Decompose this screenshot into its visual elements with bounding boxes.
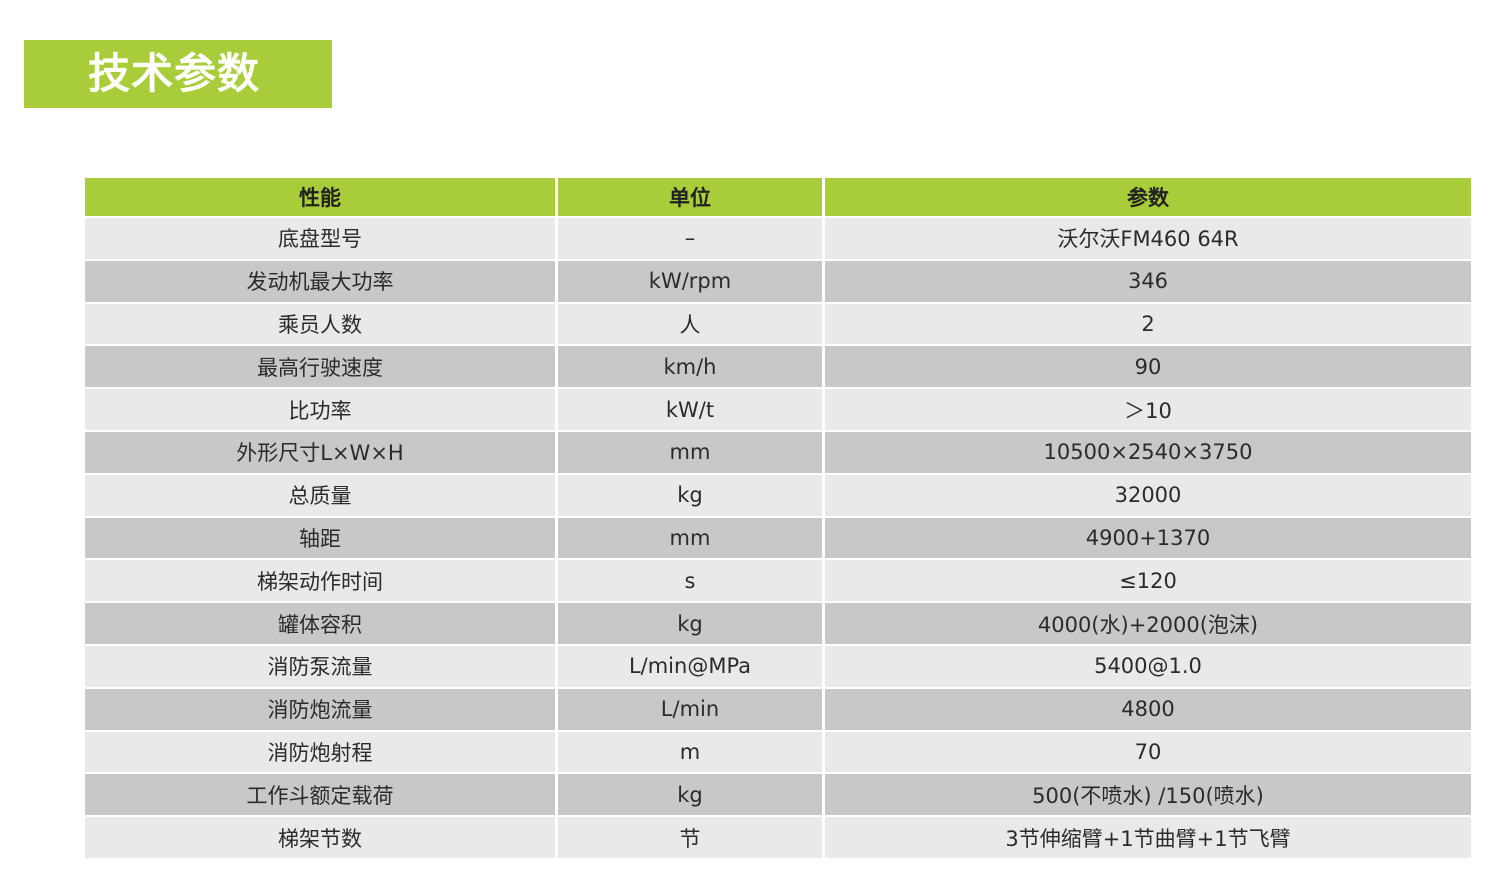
table-row: 总质量 kg 32000 xyxy=(85,474,1471,518)
table-row: 消防炮流量 L/min 4800 xyxy=(85,688,1471,732)
parameter-cell: 10500×2540×3750 xyxy=(825,431,1471,475)
table-row: 工作斗额定载荷 kg 500(不喷水) /150(喷水) xyxy=(85,774,1471,818)
table-row: 罐体容积 kg 4000(水)+2000(泡沫) xyxy=(85,603,1471,646)
performance-cell: 消防炮射程 xyxy=(85,731,555,775)
table-row: 梯架节数节 3节伸缩臂+1节曲臂+1节飞臂 xyxy=(85,817,1471,860)
unit-cell: s xyxy=(558,560,822,604)
parameter-cell: 沃尔沃FM460 64R xyxy=(825,218,1471,261)
table-row: 底盘型号 – 沃尔沃FM460 64R xyxy=(85,218,1471,261)
parameter-cell: ≤120 xyxy=(825,560,1471,604)
unit-cell: L/min xyxy=(558,688,822,732)
parameter-cell: 90 xyxy=(825,346,1471,390)
table-row: 发动机最大功率 kW/rpm 346 xyxy=(85,260,1471,304)
performance-cell: 比功率 xyxy=(85,389,555,432)
table-row: 消防泵流量 L/min@MPa 5400@1.0 xyxy=(85,645,1471,689)
performance-cell: 底盘型号 xyxy=(85,218,555,261)
parameter-cell: 4900+1370 xyxy=(825,517,1471,561)
table-row: 比功率 kW/t ＞10 xyxy=(85,389,1471,432)
performance-cell: 总质量 xyxy=(85,474,555,518)
parameter-cell: 4000(水)+2000(泡沫) xyxy=(825,603,1471,646)
parameter-cell: ＞10 xyxy=(825,389,1471,432)
unit-cell: kW/t xyxy=(558,389,822,432)
table-row: 轴距 mm 4900+1370 xyxy=(85,517,1471,561)
performance-cell: 消防炮流量 xyxy=(85,688,555,732)
performance-cell: 梯架节数 xyxy=(85,817,555,860)
parameter-cell: 346 xyxy=(825,260,1471,304)
performance-cell: 外形尺寸L×W×H xyxy=(85,431,555,475)
performance-cell: 罐体容积 xyxy=(85,603,555,646)
unit-cell: kW/rpm xyxy=(558,260,822,304)
unit-cell: kg xyxy=(558,774,822,818)
unit-cell: 人 xyxy=(558,303,822,347)
parameter-cell: 70 xyxy=(825,731,1471,775)
unit-cell: km/h xyxy=(558,346,822,390)
section-title: 技术参数 xyxy=(88,49,261,98)
section-title-banner: 技术参数 xyxy=(24,40,332,108)
table-row: 最高行驶速度 km/h 90 xyxy=(85,346,1471,390)
performance-cell: 工作斗额定载荷 xyxy=(85,774,555,818)
table-row: 梯架动作时间 s ≤120 xyxy=(85,560,1471,604)
header-unit: 单位 xyxy=(558,178,822,218)
table-row: 消防炮射程 m 70 xyxy=(85,731,1471,775)
unit-cell: mm xyxy=(558,431,822,475)
performance-cell: 消防泵流量 xyxy=(85,645,555,689)
unit-cell: kg xyxy=(558,474,822,518)
parameter-cell: 4800 xyxy=(825,688,1471,732)
parameter-cell: 500(不喷水) /150(喷水) xyxy=(825,774,1471,818)
parameter-cell: 32000 xyxy=(825,474,1471,518)
spec-table: 性能 单位 参数 底盘型号 – 沃尔沃FM460 64R 发动机最大功率 kW/rpm 3… xyxy=(85,178,1471,860)
table-row: 外形尺寸L×W×H mm 10500×2540×3750 xyxy=(85,431,1471,475)
table-row: 乘员人数人 2 xyxy=(85,303,1471,347)
unit-cell: kg xyxy=(558,603,822,646)
performance-cell: 梯架动作时间 xyxy=(85,560,555,604)
header-performance: 性能 xyxy=(85,178,555,218)
performance-cell: 乘员人数 xyxy=(85,303,555,347)
unit-cell: mm xyxy=(558,517,822,561)
table-header: 性能 单位 参数 xyxy=(85,178,1471,218)
parameter-cell: 3节伸缩臂+1节曲臂+1节飞臂 xyxy=(825,817,1471,860)
parameter-cell: 2 xyxy=(825,303,1471,347)
unit-cell: 节 xyxy=(558,817,822,860)
performance-cell: 轴距 xyxy=(85,517,555,561)
header-parameter: 参数 xyxy=(825,178,1471,218)
parameter-cell: 5400@1.0 xyxy=(825,645,1471,689)
unit-cell: m xyxy=(558,731,822,775)
unit-cell: – xyxy=(558,218,822,261)
performance-cell: 发动机最大功率 xyxy=(85,260,555,304)
unit-cell: L/min@MPa xyxy=(558,645,822,689)
performance-cell: 最高行驶速度 xyxy=(85,346,555,390)
